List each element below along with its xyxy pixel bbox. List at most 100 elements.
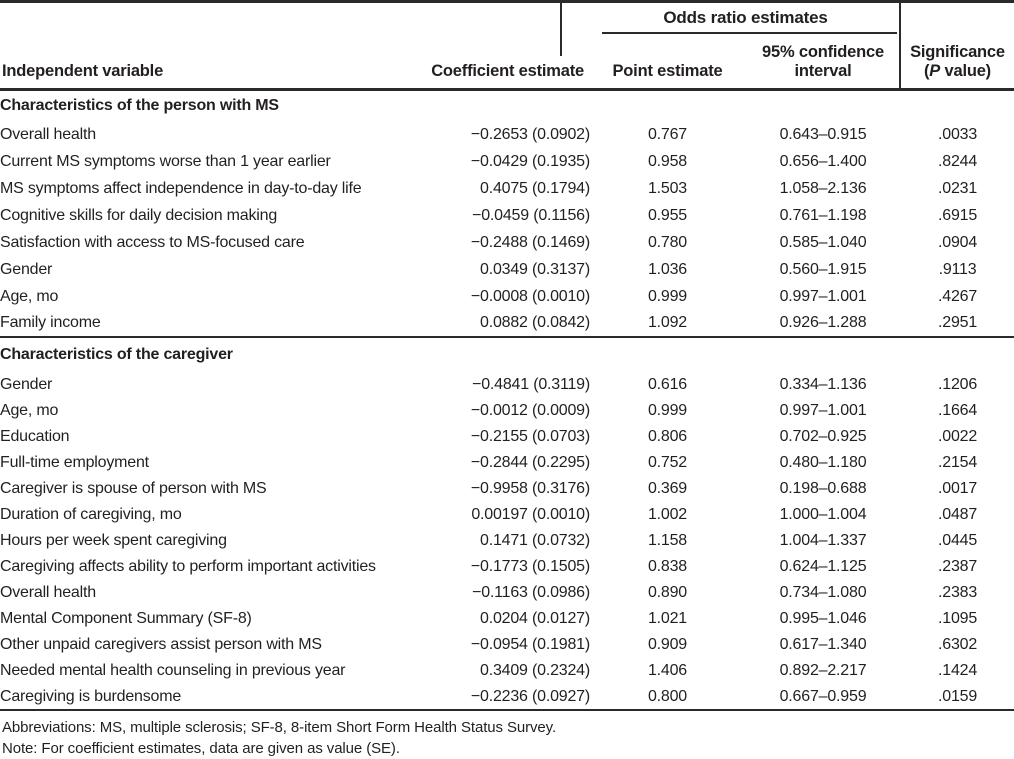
cell-variable: Education	[0, 428, 70, 445]
cell-variable: Gender	[0, 376, 53, 393]
table-row: Gender 0.0349 (0.3137) 1.036 0.560–1.915 .91…	[0, 256, 1014, 283]
table-row: Age, mo −0.0008 (0.0010) 0.999 0.997–1.001.…	[0, 283, 1014, 310]
cell-p: .4267	[938, 287, 978, 305]
cell-ci: 0.997–1.001	[779, 287, 867, 305]
footnote-abbreviations: Abbreviations: MS, multiple sclerosis; S…	[2, 719, 557, 736]
cell-p: .2154	[938, 454, 978, 471]
spanner-underline	[602, 32, 897, 34]
table-row: Education −0.2155 (0.0703) 0.806 0.702–0.92…	[0, 424, 1014, 450]
table-header: Odds ratio estimates Independent variabl…	[0, 0, 1014, 91]
cell-variable: Current MS symptoms worse than 1 year ea…	[0, 152, 331, 170]
cell-coefficient: −0.0012 (0.0009)	[470, 402, 590, 419]
cell-variable: Cognitive skills for daily decision maki…	[0, 206, 278, 224]
cell-coefficient: −0.2653 (0.0902)	[470, 125, 590, 143]
column-header-significance: Significance (P value)	[901, 43, 1014, 81]
significance-header-paren-close: value)	[940, 62, 991, 80]
cell-ci: 0.480–1.180	[779, 454, 867, 471]
table-row: Overall health −0.2653 (0.0902) 0.767 0.643…	[0, 121, 1014, 148]
cell-p: .2387	[938, 558, 978, 575]
significance-header-p-italic: P	[929, 62, 941, 80]
cell-point: 0.767	[647, 125, 688, 143]
cell-p: .0022	[938, 428, 978, 445]
cell-ci: 0.585–1.040	[779, 233, 867, 251]
cell-point: 0.838	[647, 558, 688, 575]
cell-variable: Gender	[0, 260, 53, 278]
cell-p: .0445	[938, 532, 978, 549]
column-header-point-estimate: Point estimate	[612, 62, 723, 80]
cell-coefficient: 0.1471 (0.0732)	[480, 532, 590, 549]
cell-variable: Overall health	[0, 584, 96, 601]
cell-point: 1.503	[647, 179, 688, 197]
cell-p: .8244	[938, 152, 978, 170]
cell-variable: Mental Component Summary (SF-8)	[0, 610, 252, 627]
cell-point: 1.092	[647, 314, 688, 331]
cell-point: 0.780	[647, 233, 688, 251]
cell-p: .0033	[938, 125, 978, 143]
cell-point: 0.616	[647, 376, 688, 393]
cell-p: .1095	[938, 610, 978, 627]
table-row: Satisfaction with access to MS-focused c…	[0, 229, 1014, 256]
table-row: Duration of caregiving, mo 0.00197 (0.001…	[0, 502, 1014, 528]
cell-variable: Age, mo	[0, 287, 59, 305]
section-header-row: Characteristics of the person with MS	[0, 91, 1014, 121]
cell-coefficient: −0.1163 (0.0986)	[472, 584, 590, 601]
cell-ci: 0.702–0.925	[779, 428, 867, 445]
cell-point: 1.021	[647, 610, 688, 627]
cell-point: 0.890	[647, 584, 688, 601]
cell-variable: Other unpaid caregivers assist person wi…	[0, 636, 322, 653]
cell-variable: Satisfaction with access to MS-focused c…	[0, 233, 305, 251]
cell-p: .1664	[938, 402, 978, 419]
cell-coefficient: −0.2155 (0.0703)	[470, 428, 590, 445]
cell-coefficient: 0.3409 (0.2324)	[480, 662, 590, 679]
cell-p: .0017	[938, 480, 978, 497]
cell-ci: 0.617–1.340	[779, 636, 867, 653]
cell-point: 0.955	[647, 206, 688, 224]
cell-point: 1.406	[647, 662, 688, 679]
cell-p: .6915	[938, 206, 978, 224]
cell-coefficient: 0.00197 (0.0010)	[471, 506, 590, 523]
cell-p: .2951	[938, 314, 978, 331]
cell-coefficient: −0.9958 (0.3176)	[470, 480, 590, 497]
cell-coefficient: 0.0349 (0.3137)	[480, 260, 590, 278]
cell-ci: 0.643–0.915	[779, 125, 867, 143]
cell-coefficient: −0.2488 (0.1469)	[470, 233, 590, 251]
spanner-odds-ratio-estimates: Odds ratio estimates	[663, 8, 828, 27]
cell-p: .0159	[938, 687, 978, 705]
cell-p: .6302	[938, 636, 978, 653]
section-header: Characteristics of the caregiver	[0, 336, 1014, 372]
cell-ci: 1.000–1.004	[779, 506, 867, 523]
cell-p: .0231	[938, 179, 978, 197]
cell-ci: 0.656–1.400	[779, 152, 867, 170]
table-row: Mental Component Summary (SF-8) 0.0204 (0…	[0, 606, 1014, 632]
significance-header-paren-open: (	[924, 62, 930, 80]
cell-point: 1.158	[647, 532, 688, 549]
cell-coefficient: −0.0429 (0.1935)	[470, 152, 590, 170]
cell-ci: 0.667–0.959	[779, 687, 867, 705]
cell-ci: 0.761–1.198	[779, 206, 867, 224]
cell-variable: Needed mental health counseling in previ…	[0, 662, 346, 679]
table-row: Cognitive skills for daily decision maki…	[0, 202, 1014, 229]
header-divider-right	[899, 3, 901, 88]
cell-point: 0.999	[647, 287, 688, 305]
odds-ratio-table: Characteristics of the person with MS Ove…	[0, 91, 1014, 711]
table-row: Family income 0.0882 (0.0842) 1.092 0.926–1…	[0, 310, 1014, 337]
cell-p: .1424	[938, 662, 978, 679]
cell-variable: Full-time employment	[0, 454, 149, 471]
significance-header-line1: Significance	[910, 43, 1005, 61]
table-row: Current MS symptoms worse than 1 year ea…	[0, 148, 1014, 175]
cell-variable: Caregiver is spouse of person with MS	[0, 480, 267, 497]
cell-coefficient: 0.0204 (0.0127)	[480, 610, 590, 627]
cell-variable: Caregiving affects ability to perform im…	[0, 558, 376, 575]
table-row: Gender −0.4841 (0.3119) 0.616 0.334–1.136 .1…	[0, 372, 1014, 398]
cell-ci: 0.892–2.217	[779, 662, 867, 679]
cell-p: .1206	[938, 376, 978, 393]
cell-ci: 0.624–1.125	[779, 558, 867, 575]
table-row: Full-time employment −0.2844 (0.2295) 0.75…	[0, 450, 1014, 476]
cell-coefficient: −0.0459 (0.1156)	[472, 206, 590, 224]
cell-variable: Age, mo	[0, 402, 59, 419]
ci-header-line2: interval	[794, 62, 852, 80]
table-row: Caregiver is spouse of person with MS −0.…	[0, 476, 1014, 502]
cell-point: 0.806	[647, 428, 688, 445]
cell-variable: Family income	[0, 314, 101, 331]
cell-ci: 0.926–1.288	[779, 314, 867, 331]
